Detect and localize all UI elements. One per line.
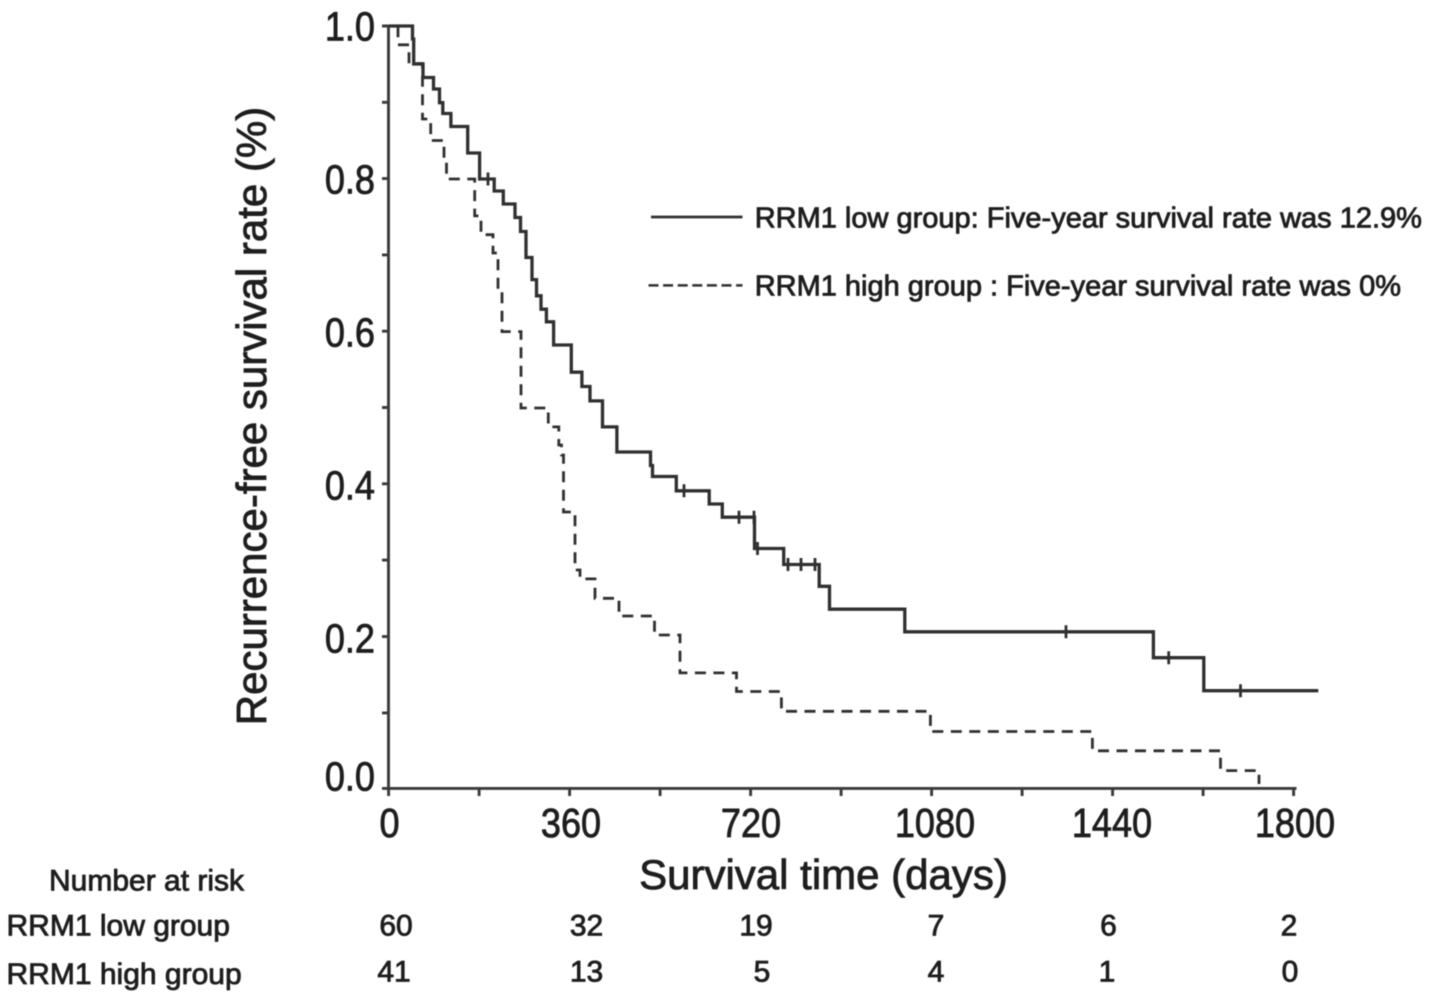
svg-text:RRM1 low group: Five-year surv: RRM1 low group: Five-year survival rate … xyxy=(755,202,1422,234)
svg-text:0.4: 0.4 xyxy=(325,464,375,510)
svg-text:0.2: 0.2 xyxy=(325,617,375,663)
svg-text:4: 4 xyxy=(928,956,945,989)
svg-text:60: 60 xyxy=(379,910,412,943)
svg-text:Survival time (days): Survival time (days) xyxy=(639,851,1008,898)
svg-text:RRM1 high group : Five-year su: RRM1 high group : Five-year survival rat… xyxy=(755,271,1401,303)
svg-text:RRM1 low group: RRM1 low group xyxy=(7,909,230,942)
svg-text:2: 2 xyxy=(1281,910,1298,943)
svg-text:1800: 1800 xyxy=(1255,801,1335,847)
svg-text:1.0: 1.0 xyxy=(325,5,375,51)
svg-text:13: 13 xyxy=(570,956,603,989)
svg-text:Number at risk: Number at risk xyxy=(49,864,245,897)
svg-text:0.0: 0.0 xyxy=(325,755,375,801)
svg-text:0: 0 xyxy=(379,801,399,847)
svg-text:RRM1 high group: RRM1 high group xyxy=(7,958,242,991)
svg-text:41: 41 xyxy=(377,956,410,989)
svg-text:1: 1 xyxy=(1099,956,1116,989)
svg-text:Recurrence-free survival rate: Recurrence-free survival rate (%) xyxy=(228,107,275,726)
svg-text:360: 360 xyxy=(541,801,601,847)
svg-text:720: 720 xyxy=(721,801,781,847)
svg-text:7: 7 xyxy=(928,910,945,943)
svg-text:6: 6 xyxy=(1100,910,1117,943)
svg-text:1080: 1080 xyxy=(895,801,975,847)
svg-text:5: 5 xyxy=(754,956,771,989)
svg-text:0: 0 xyxy=(1282,956,1299,989)
svg-text:1440: 1440 xyxy=(1072,801,1152,847)
svg-text:32: 32 xyxy=(570,910,603,943)
svg-text:19: 19 xyxy=(739,910,772,943)
svg-text:0.8: 0.8 xyxy=(325,158,375,204)
svg-text:0.6: 0.6 xyxy=(325,311,375,357)
